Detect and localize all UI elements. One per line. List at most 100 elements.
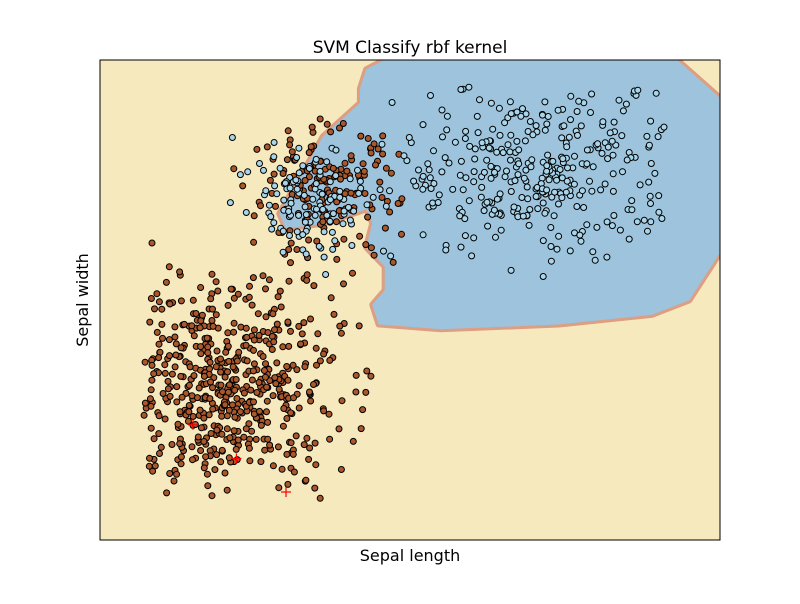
- data-point: [228, 134, 236, 141]
- data-point: [357, 132, 365, 140]
- data-point: [151, 305, 158, 313]
- data-point: [257, 421, 265, 429]
- data-point: [146, 318, 154, 326]
- data-point: [583, 160, 591, 168]
- data-point: [299, 231, 307, 239]
- data-point: [268, 346, 276, 353]
- data-point: [651, 169, 659, 177]
- data-point: [281, 179, 289, 187]
- data-point: [478, 183, 486, 191]
- data-point: [312, 461, 320, 469]
- data-point: [381, 224, 389, 232]
- data-point: [305, 236, 313, 244]
- data-point: [379, 132, 387, 140]
- data-point: [176, 408, 184, 416]
- data-point: [248, 301, 256, 309]
- data-point: [190, 332, 198, 340]
- data-point: [601, 180, 609, 188]
- data-point: [230, 427, 238, 435]
- data-point: [307, 143, 315, 151]
- data-point: [563, 177, 571, 185]
- data-point: [443, 112, 451, 120]
- data-point: [310, 282, 318, 290]
- data-point: [480, 168, 488, 176]
- data-point: [275, 385, 283, 393]
- data-point: [558, 174, 566, 182]
- data-point: [634, 86, 642, 94]
- data-point: [155, 298, 163, 306]
- data-point: [564, 164, 571, 172]
- data-point: [295, 144, 303, 152]
- data-point: [202, 453, 210, 461]
- data-point: [140, 411, 148, 419]
- data-point: [293, 228, 301, 236]
- data-point: [386, 187, 393, 195]
- data-point: [604, 143, 612, 151]
- data-point: [517, 112, 525, 120]
- data-point: [443, 126, 451, 134]
- data-point: [250, 212, 258, 220]
- data-point: [322, 271, 330, 278]
- data-point: [323, 120, 331, 128]
- data-point: [306, 444, 314, 452]
- data-point: [157, 443, 165, 451]
- data-point: [361, 190, 369, 197]
- data-point: [438, 106, 446, 114]
- data-point: [476, 96, 483, 104]
- data-point: [539, 273, 547, 280]
- data-point: [162, 278, 170, 286]
- data-point: [519, 105, 526, 113]
- data-point: [246, 457, 254, 465]
- data-point: [507, 266, 515, 274]
- data-point: [646, 192, 654, 200]
- data-point: [272, 380, 280, 388]
- data-point: [209, 384, 216, 392]
- data-point: [320, 407, 328, 415]
- data-point: [270, 170, 278, 178]
- data-point: [451, 138, 459, 146]
- data-point: [470, 234, 478, 242]
- data-point: [340, 235, 348, 243]
- data-point: [260, 166, 267, 174]
- data-point: [501, 173, 509, 181]
- data-point: [306, 388, 313, 396]
- data-point: [352, 371, 360, 379]
- data-point: [180, 320, 188, 328]
- data-point: [298, 330, 306, 338]
- data-point: [541, 98, 549, 106]
- data-point: [301, 363, 309, 371]
- data-point: [524, 195, 532, 203]
- data-point: [380, 247, 387, 255]
- data-point: [284, 480, 292, 488]
- data-point: [185, 408, 193, 416]
- data-point: [217, 368, 225, 376]
- data-point: [539, 237, 547, 245]
- data-point: [604, 155, 612, 163]
- data-point: [266, 441, 274, 449]
- data-point: [594, 140, 602, 148]
- data-point: [577, 122, 585, 130]
- data-point: [147, 295, 155, 302]
- data-point: [346, 175, 354, 183]
- data-point: [269, 392, 277, 400]
- data-point: [262, 187, 270, 195]
- data-point: [398, 195, 406, 203]
- data-point: [292, 176, 300, 184]
- data-point: [329, 245, 337, 253]
- data-point: [299, 162, 307, 170]
- data-point: [461, 135, 469, 142]
- data-point: [362, 241, 370, 249]
- data-point: [326, 217, 334, 225]
- data-point: [382, 202, 390, 210]
- data-point: [459, 186, 467, 194]
- data-point: [336, 322, 344, 330]
- data-point: [325, 410, 333, 418]
- data-point: [223, 425, 231, 433]
- data-point: [287, 327, 294, 335]
- data-point: [370, 140, 378, 148]
- data-point: [316, 167, 324, 175]
- data-point: [562, 188, 570, 196]
- data-point: [323, 211, 331, 219]
- data-point: [619, 107, 627, 115]
- data-point: [284, 376, 292, 384]
